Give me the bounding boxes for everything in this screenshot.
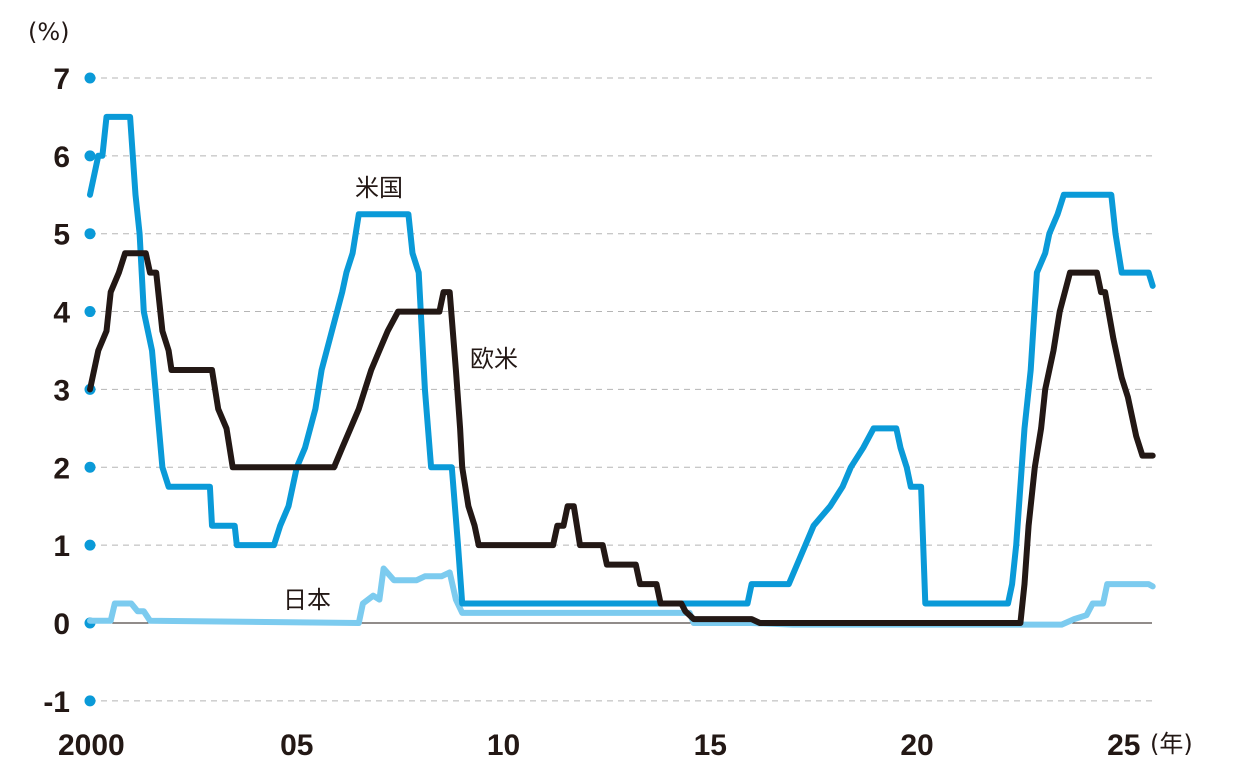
y-tick-label: 3 (53, 374, 70, 407)
series-line-jp (87, 565, 1156, 628)
y-tick-dot (84, 228, 96, 240)
y-tick-dot (84, 306, 96, 318)
x-tick-label: 25 (1107, 729, 1140, 762)
y-tick-label: 0 (53, 608, 70, 641)
y-tick-dot (84, 72, 96, 84)
series-line-us (87, 113, 1156, 607)
y-tick-label: 4 (53, 297, 70, 330)
x-axis-unit-label: (年) (1150, 730, 1193, 758)
y-tick-dot (84, 539, 96, 551)
y-tick-label: 1 (53, 530, 70, 563)
y-tick-label: 6 (53, 141, 70, 174)
series-label-eu: 欧米 (470, 345, 518, 373)
y-tick-label: 2 (53, 452, 70, 485)
y-tick-label: 7 (53, 63, 70, 96)
x-tick-labels: 2000 05 10 15 20 25 (58, 729, 1140, 762)
y-tick-dot (84, 150, 96, 162)
x-tick-label: 2000 (58, 729, 125, 762)
x-tick-label: 15 (694, 729, 727, 762)
x-tick-label: 05 (280, 729, 313, 762)
y-tick-dot (84, 461, 96, 473)
y-tick-dot (84, 695, 96, 707)
series-label-jp: 日本 (283, 586, 331, 614)
series-lines (87, 113, 1156, 628)
gridlines (90, 77, 1152, 702)
series-label-us: 米国 (355, 174, 403, 202)
y-tick-labels: -1 0 1 2 3 4 5 6 7 (43, 63, 70, 719)
series-line-eu (87, 250, 1156, 626)
x-tick-label: 20 (900, 729, 933, 762)
x-tick-label: 10 (487, 729, 520, 762)
y-axis-unit-label: (%) (28, 18, 70, 46)
y-tick-label: 5 (53, 219, 70, 252)
y-tick-label: -1 (43, 686, 70, 719)
